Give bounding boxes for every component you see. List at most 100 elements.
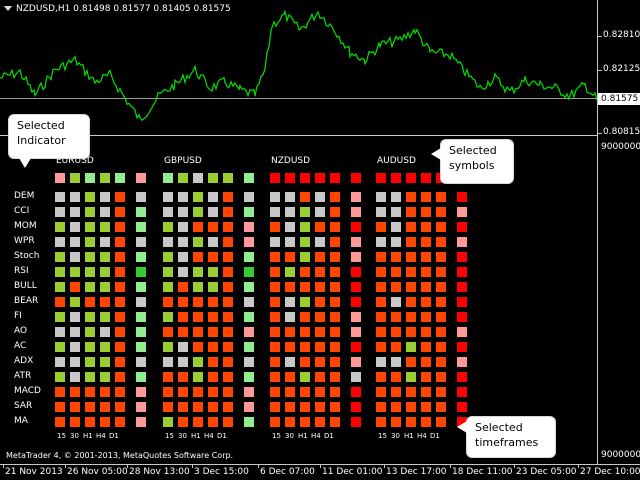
signal-cell: [115, 402, 125, 412]
timeframe-label-h4[interactable]: H4: [417, 432, 427, 440]
summary-cell-nzdusd: [300, 173, 310, 183]
indicator-label-rsi[interactable]: RSI: [14, 266, 29, 276]
timeframe-label-15[interactable]: 15: [57, 432, 66, 440]
signal-cell: [285, 387, 295, 397]
signal-cell: [421, 417, 431, 427]
signal-cell: [85, 222, 95, 232]
signal-cell: [223, 222, 233, 232]
timeframe-label-h4[interactable]: H4: [204, 432, 214, 440]
indicator-label-adx[interactable]: ADX: [14, 356, 34, 366]
symbol-header-gbpusd[interactable]: GBPUSD: [164, 156, 202, 166]
symbol-header-audusd[interactable]: AUDUSD: [377, 156, 416, 166]
signal-cell: [421, 387, 431, 397]
timeframe-label-d1[interactable]: D1: [109, 432, 119, 440]
indicator-label-macd[interactable]: MACD: [14, 386, 41, 396]
signal-cell: [193, 297, 203, 307]
signal-cell: [208, 417, 218, 427]
signal-cell: [351, 387, 361, 397]
indicator-label-mom[interactable]: MOM: [14, 221, 37, 231]
summary-cell-nzdusd: [315, 173, 325, 183]
signal-cell: [223, 342, 233, 352]
signal-cell: [85, 252, 95, 262]
indicator-label-ac[interactable]: AC: [14, 341, 27, 351]
indicator-label-fi[interactable]: FI: [14, 311, 22, 321]
timeframe-label-h4[interactable]: H4: [96, 432, 106, 440]
timeframe-label-h4[interactable]: H4: [311, 432, 321, 440]
timeframe-label-15[interactable]: 15: [378, 432, 387, 440]
signal-cell: [376, 342, 386, 352]
signal-cell: [330, 192, 340, 202]
signal-cell: [136, 282, 146, 292]
signal-cell: [300, 297, 310, 307]
signal-cell: [244, 192, 254, 202]
timeframe-label-h1[interactable]: H1: [191, 432, 201, 440]
timeframe-label-15[interactable]: 15: [272, 432, 281, 440]
callout-symbols-line1: Selected: [449, 144, 497, 157]
symbol-header-eurusd[interactable]: EURUSD: [56, 156, 94, 166]
signal-cell: [315, 342, 325, 352]
indicator-label-cci[interactable]: CCI: [14, 206, 30, 216]
signal-cell: [178, 327, 188, 337]
signal-cell: [178, 387, 188, 397]
price-axis[interactable]: 0.82810 0.82125 0.80815 9000000 9000000: [597, 0, 640, 464]
indicator-label-ao[interactable]: AO: [14, 326, 28, 336]
signal-cell: [351, 402, 361, 412]
indicator-label-sar[interactable]: SAR: [14, 401, 33, 411]
timeframe-label-h1[interactable]: H1: [298, 432, 308, 440]
indicator-label-ma[interactable]: MA: [14, 416, 28, 426]
signal-cell: [457, 372, 467, 382]
indicator-label-bull[interactable]: BULL: [14, 281, 37, 291]
timeframe-label-d1[interactable]: D1: [324, 432, 334, 440]
signal-cell: [208, 402, 218, 412]
signal-cell: [100, 402, 110, 412]
signal-cell: [300, 252, 310, 262]
time-axis[interactable]: 21 Nov 2013 26 Nov 05:00 28 Nov 13:00 3 Dec…: [0, 464, 640, 480]
signal-cell: [421, 207, 431, 217]
signal-cell: [70, 357, 80, 367]
signal-cell: [391, 357, 401, 367]
signal-cell: [285, 222, 295, 232]
indicator-label-wpr[interactable]: WPR: [14, 236, 35, 246]
symbol-header-nzdusd[interactable]: NZDUSD: [271, 156, 311, 166]
signal-cell: [351, 222, 361, 232]
summary-cell-gbpusd: [244, 173, 254, 183]
signal-cell: [244, 282, 254, 292]
timeframe-label-30[interactable]: 30: [178, 432, 187, 440]
timeframe-label-d1[interactable]: D1: [430, 432, 440, 440]
signal-cell: [85, 282, 95, 292]
timeframe-label-30[interactable]: 30: [285, 432, 294, 440]
time-tick: [578, 465, 579, 468]
signal-cell: [193, 312, 203, 322]
signal-cell: [436, 252, 446, 262]
summary-cell-gbpusd: [223, 173, 233, 183]
signal-cell: [315, 207, 325, 217]
indicator-label-bear[interactable]: BEAR: [14, 296, 39, 306]
timeframe-label-15[interactable]: 15: [165, 432, 174, 440]
signal-cell: [193, 372, 203, 382]
signal-cell: [270, 237, 280, 247]
indicator-label-stoch[interactable]: Stoch: [14, 251, 40, 261]
indicator-label-atr[interactable]: ATR: [14, 371, 32, 381]
signal-cell: [457, 357, 467, 367]
indicator-label-dem[interactable]: DEM: [14, 191, 35, 201]
signal-cell: [421, 252, 431, 262]
signal-cell: [300, 357, 310, 367]
timeframe-label-h1[interactable]: H1: [404, 432, 414, 440]
signal-cell: [193, 402, 203, 412]
timeframe-label-30[interactable]: 30: [70, 432, 79, 440]
signal-cell: [436, 237, 446, 247]
signal-cell: [70, 372, 80, 382]
signal-cell: [351, 192, 361, 202]
signal-cell: [136, 387, 146, 397]
summary-cell-eurusd: [115, 173, 125, 183]
callout-selected-symbols: Selected symbols: [431, 139, 514, 184]
timeframe-label-d1[interactable]: D1: [217, 432, 227, 440]
signal-cell: [100, 387, 110, 397]
signal-cell: [330, 207, 340, 217]
signal-cell: [193, 357, 203, 367]
timeframe-label-h1[interactable]: H1: [83, 432, 93, 440]
current-price-line: [0, 98, 597, 99]
signal-cell: [391, 192, 401, 202]
timeframe-label-30[interactable]: 30: [391, 432, 400, 440]
price-chart-pane[interactable]: NZDUSD,H1 0.81498 0.81577 0.81405 0.8157…: [0, 0, 597, 136]
